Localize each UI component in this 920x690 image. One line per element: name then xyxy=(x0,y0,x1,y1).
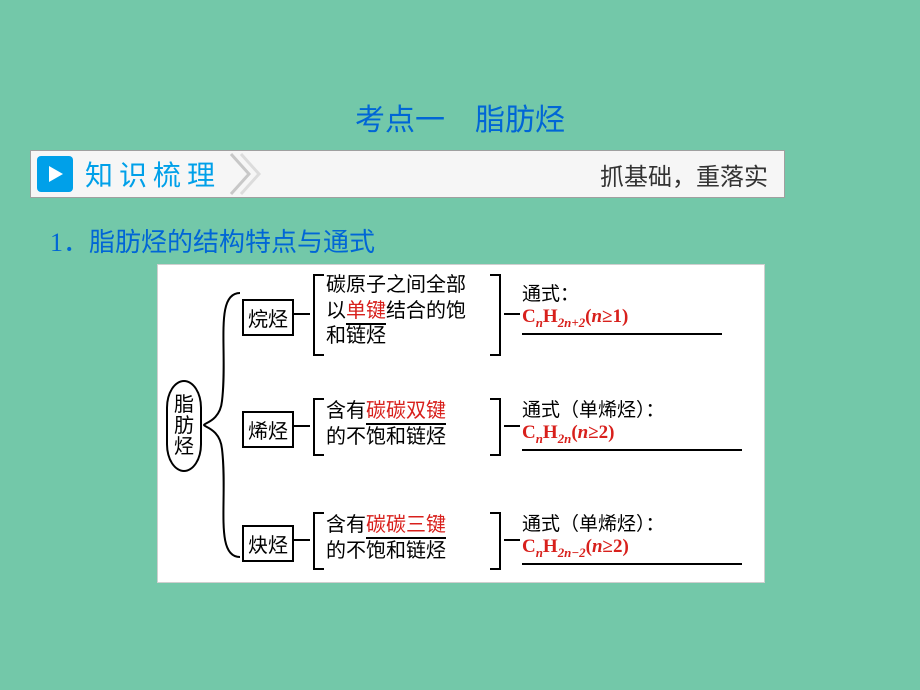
desc-text: 含有 xyxy=(326,400,366,422)
formula-value: CnH2n−2(n≥2) xyxy=(522,536,742,565)
banner-label: 知识梳理 xyxy=(85,154,221,194)
root-char: 脂 xyxy=(174,395,194,416)
connector-line xyxy=(292,313,310,315)
desc-highlight: 单键 xyxy=(346,300,386,325)
category-node-alkyne: 炔烃 xyxy=(242,525,294,562)
formula-label: 通式（单烯烃）： xyxy=(522,395,742,422)
formula-value: CnH2n+2(n≥1) xyxy=(522,306,722,335)
bracket-icon xyxy=(490,397,504,457)
bracket-icon xyxy=(490,511,504,571)
formula-block-alkane: 通式： CnH2n+2(n≥1) xyxy=(522,279,722,335)
root-node: 脂 肪 烃 xyxy=(166,380,202,472)
formula-value: CnH2n(n≥2) xyxy=(522,422,742,451)
category-label: 炔烃 xyxy=(248,535,288,557)
page-title: 考点一 脂肪烃 xyxy=(0,95,920,139)
description-alkane: 碳原子之间全部 以单键结合的饱 和链烃 xyxy=(326,273,496,350)
category-node-alkane: 烷烃 xyxy=(242,299,294,336)
description-alkene: 含有碳碳双键 的不饱和链烃 xyxy=(326,399,506,450)
section-number: 1． xyxy=(50,228,89,257)
root-char: 烃 xyxy=(174,437,194,458)
desc-text: 的不饱和链烃 xyxy=(326,426,446,448)
desc-highlight: 碳碳双键 xyxy=(366,400,446,425)
section-heading: 1．脂肪烃的结构特点与通式 xyxy=(50,222,375,259)
bracket-icon xyxy=(490,273,504,357)
section-text: 脂肪烃的结构特点与通式 xyxy=(89,228,375,257)
desc-text: 以 xyxy=(326,300,346,322)
formula-block-alkyne: 通式（单烯烃）： CnH2n−2(n≥2) xyxy=(522,509,742,565)
category-label: 烷烃 xyxy=(248,309,288,331)
bracket-icon xyxy=(310,511,324,571)
hierarchy-diagram: 脂 肪 烃 烷烃 碳原子之间全部 以单键结合的饱 和链烃 通式： CnH2n+2… xyxy=(157,264,765,583)
root-char: 肪 xyxy=(174,416,194,437)
desc-text: 的不饱和链烃 xyxy=(326,540,446,562)
banner-subtitle: 抓基础，重落实 xyxy=(600,157,768,192)
play-icon xyxy=(37,156,73,192)
formula-label: 通式： xyxy=(522,279,722,306)
category-node-alkene: 烯烃 xyxy=(242,411,294,448)
bracket-icon xyxy=(310,273,324,357)
desc-text: 碳原子之间全部 xyxy=(326,274,466,296)
formula-label: 通式（单烯烃）： xyxy=(522,509,742,536)
bracket-icon xyxy=(310,397,324,457)
knowledge-banner: 知识梳理 抓基础，重落实 xyxy=(30,150,785,198)
connector-line xyxy=(504,313,520,315)
connector-line xyxy=(292,539,310,541)
desc-highlight: 碳碳三键 xyxy=(366,514,446,539)
desc-text: 含有 xyxy=(326,514,366,536)
connector-line xyxy=(292,425,310,427)
chevron-right-icon xyxy=(229,152,269,196)
connector-line xyxy=(504,539,520,541)
desc-text: 结合的饱 xyxy=(386,300,466,322)
category-label: 烯烃 xyxy=(248,421,288,443)
description-alkyne: 含有碳碳三键 的不饱和链烃 xyxy=(326,513,506,564)
desc-text: 和链烃 xyxy=(326,325,386,347)
connector-line xyxy=(504,425,520,427)
formula-block-alkene: 通式（单烯烃）： CnH2n(n≥2) xyxy=(522,395,742,451)
brace-icon xyxy=(202,291,240,559)
page-root: 考点一 脂肪烃 知识梳理 抓基础，重落实 1．脂肪烃的结构特点与通式 脂 肪 烃… xyxy=(0,0,920,690)
